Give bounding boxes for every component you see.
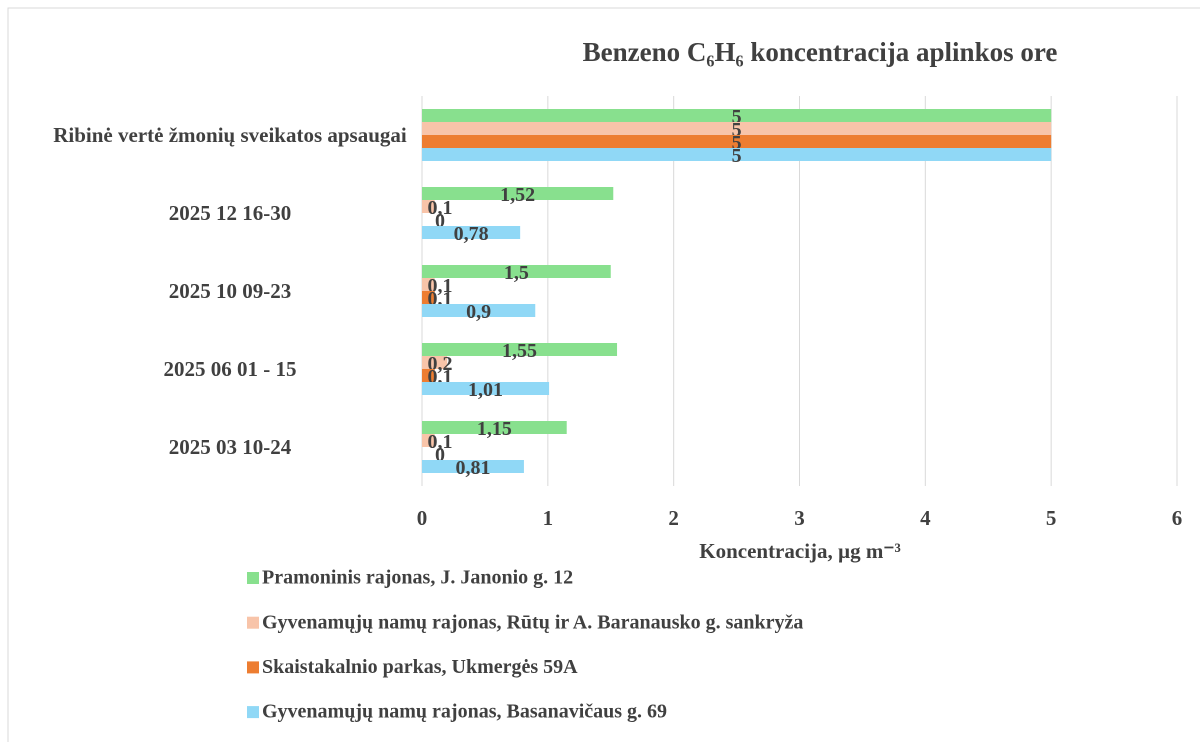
x-tick-label: 2 <box>668 506 679 530</box>
data-label: 5 <box>732 132 742 154</box>
bar <box>422 187 614 200</box>
x-tick-label: 5 <box>1046 506 1057 530</box>
legend-swatch <box>247 616 259 629</box>
y-tick-label: 2025 03 10-24 <box>168 435 292 459</box>
y-tick-label: 2025 10 09-23 <box>168 279 292 303</box>
data-label: 1,15 <box>477 418 512 440</box>
y-tick-label: Ribinė vertė žmonių sveikatos apsaugai <box>53 123 407 147</box>
x-axis-label: Koncentracija, µg m⁻³ <box>699 539 901 563</box>
bar <box>422 369 435 382</box>
legend-label: Gyvenamųjų namų rajonas, Rūtų ir A. Bara… <box>262 611 803 633</box>
data-label: 0 <box>435 444 445 466</box>
x-tick-label: 6 <box>1172 506 1183 530</box>
bar <box>422 109 1052 122</box>
data-label: 0 <box>435 210 445 232</box>
bar <box>422 226 521 239</box>
data-label: 0,81 <box>455 457 490 479</box>
data-label: 5 <box>732 145 742 167</box>
bar <box>422 278 435 291</box>
data-label: 5 <box>732 119 742 141</box>
data-label: 1,5 <box>504 262 529 284</box>
data-label: 0,1 <box>428 197 453 219</box>
bar <box>422 421 567 434</box>
bar <box>422 460 524 473</box>
bar <box>422 135 1052 148</box>
data-label: 1,01 <box>468 379 503 401</box>
data-label: 0,78 <box>454 223 489 245</box>
legend-swatch <box>247 572 259 584</box>
legend-swatch <box>247 706 259 719</box>
legend-label: Pramoninis rajonas, J. Janonio g. 12 <box>262 567 573 589</box>
bar <box>422 343 618 356</box>
legend-label: Skaistakalnio parkas, Ukmergės 59A <box>262 656 578 678</box>
bar <box>422 200 435 213</box>
data-label: 0,1 <box>428 431 453 453</box>
bar <box>422 304 536 317</box>
y-tick-label: 2025 12 16-30 <box>168 201 292 225</box>
x-tick-label: 4 <box>920 506 931 530</box>
bar <box>422 265 611 278</box>
bar <box>422 356 448 369</box>
y-tick-label: 2025 06 01 - 15 <box>163 357 297 381</box>
bar <box>422 382 550 395</box>
x-tick-label: 0 <box>417 506 428 530</box>
legend-swatch <box>247 661 259 674</box>
bar <box>422 291 435 304</box>
bar <box>422 434 435 447</box>
x-tick-label: 3 <box>794 506 805 530</box>
data-label: 0,9 <box>466 301 491 323</box>
chart-title: Benzeno C₆H₆ koncentracija aplinkos ore <box>583 37 1058 67</box>
legend-label: Gyvenamųjų namų rajonas, Basanavičaus g.… <box>262 701 667 723</box>
x-tick-label: 1 <box>543 506 554 530</box>
bar <box>422 148 1052 161</box>
data-label: 5 <box>732 106 742 128</box>
bar <box>422 122 1052 135</box>
chart-border <box>7 7 1200 742</box>
data-label: 1,52 <box>500 184 535 206</box>
data-label: 1,55 <box>502 340 537 362</box>
